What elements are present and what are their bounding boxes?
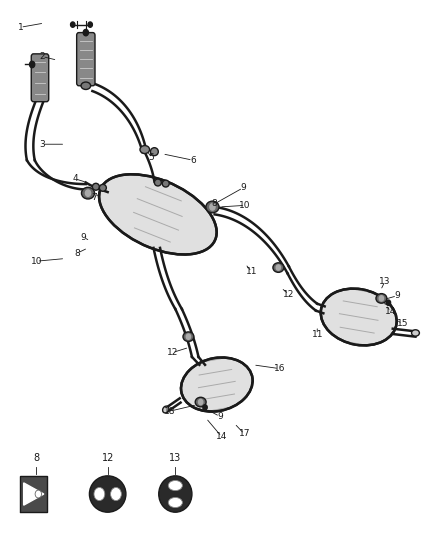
Text: 3: 3 xyxy=(39,140,45,149)
Ellipse shape xyxy=(99,184,106,191)
Ellipse shape xyxy=(159,476,192,512)
Polygon shape xyxy=(20,476,47,512)
Polygon shape xyxy=(24,483,44,505)
Text: 13: 13 xyxy=(379,277,391,286)
Text: 13: 13 xyxy=(169,453,181,463)
Text: 9: 9 xyxy=(217,412,223,421)
FancyBboxPatch shape xyxy=(77,33,95,86)
Ellipse shape xyxy=(168,480,182,490)
Ellipse shape xyxy=(195,397,206,407)
Ellipse shape xyxy=(89,476,126,512)
Ellipse shape xyxy=(140,146,150,154)
Text: 5: 5 xyxy=(148,153,154,162)
Text: 2: 2 xyxy=(39,52,45,61)
Text: 10: 10 xyxy=(240,201,251,210)
Text: 9: 9 xyxy=(81,233,87,242)
Text: 8: 8 xyxy=(33,453,39,463)
Ellipse shape xyxy=(154,179,161,186)
Ellipse shape xyxy=(162,180,169,187)
Text: 9: 9 xyxy=(394,291,400,300)
Ellipse shape xyxy=(35,490,42,498)
Text: 11: 11 xyxy=(311,330,323,339)
Text: 11: 11 xyxy=(246,268,258,276)
Text: 17: 17 xyxy=(239,430,250,439)
Circle shape xyxy=(276,265,281,270)
Circle shape xyxy=(210,204,215,210)
Text: 10: 10 xyxy=(31,257,42,265)
Text: 15: 15 xyxy=(397,319,408,328)
Text: 4: 4 xyxy=(72,174,78,183)
Ellipse shape xyxy=(92,183,99,190)
Text: 16: 16 xyxy=(273,364,285,373)
Ellipse shape xyxy=(162,406,169,413)
Ellipse shape xyxy=(94,488,105,500)
Ellipse shape xyxy=(321,288,397,345)
Text: 14: 14 xyxy=(216,432,227,441)
Circle shape xyxy=(88,22,92,27)
Ellipse shape xyxy=(183,332,194,342)
Circle shape xyxy=(71,22,75,27)
Circle shape xyxy=(29,61,35,68)
Ellipse shape xyxy=(181,358,253,411)
Text: 8: 8 xyxy=(74,249,80,258)
Text: 8: 8 xyxy=(212,199,218,208)
Ellipse shape xyxy=(81,187,95,199)
Text: 12: 12 xyxy=(283,289,294,298)
Text: 12: 12 xyxy=(102,453,114,463)
Ellipse shape xyxy=(168,497,182,507)
FancyBboxPatch shape xyxy=(31,54,49,102)
Ellipse shape xyxy=(206,201,219,213)
Ellipse shape xyxy=(150,148,158,156)
Ellipse shape xyxy=(412,330,420,336)
Ellipse shape xyxy=(110,488,121,500)
Ellipse shape xyxy=(376,294,387,303)
Ellipse shape xyxy=(81,82,91,90)
Text: 7: 7 xyxy=(92,193,97,202)
Circle shape xyxy=(198,399,203,405)
Ellipse shape xyxy=(99,174,217,255)
Text: 1: 1 xyxy=(18,23,23,32)
Circle shape xyxy=(83,29,88,36)
Text: 18: 18 xyxy=(164,407,176,416)
Ellipse shape xyxy=(273,263,284,272)
Circle shape xyxy=(186,334,191,340)
Circle shape xyxy=(379,296,384,301)
Text: 12: 12 xyxy=(166,348,178,357)
Text: 9: 9 xyxy=(240,183,246,192)
Text: 6: 6 xyxy=(190,156,196,165)
Circle shape xyxy=(203,405,207,410)
Circle shape xyxy=(85,190,91,196)
Circle shape xyxy=(386,300,391,305)
Text: 14: 14 xyxy=(385,307,396,316)
